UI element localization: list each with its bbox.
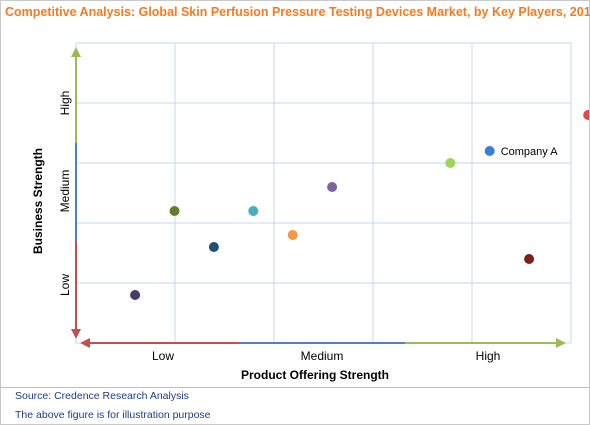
x-tick-label-low: Low xyxy=(152,349,174,363)
data-point-label: Company A xyxy=(501,146,559,158)
data-points: Company A xyxy=(130,110,589,300)
y-axis-title: Business Strength xyxy=(31,148,45,254)
grid xyxy=(76,43,571,343)
data-point-8 xyxy=(484,146,495,156)
data-point-10 xyxy=(583,110,589,120)
y-tick-label-medium: Medium xyxy=(58,170,72,213)
x-axis-title: Product Offering Strength xyxy=(241,368,389,382)
plot-border xyxy=(75,42,572,344)
data-point-9 xyxy=(524,254,535,264)
data-point-2 xyxy=(208,242,219,252)
chart-title: Competitive Analysis: Global Skin Perfus… xyxy=(5,5,590,19)
illustration-note: The above figure is for illustration pur… xyxy=(15,409,211,421)
x-tick-label-high: High xyxy=(476,349,501,363)
data-point-6 xyxy=(327,182,338,192)
data-point-3 xyxy=(169,206,180,216)
data-point-5 xyxy=(287,230,298,240)
chart-area: Low Medium High High Medium Low Product … xyxy=(31,42,589,382)
y-tick-label-low: Low xyxy=(58,274,72,296)
x-tick-label-medium: Medium xyxy=(301,349,344,363)
data-point-7 xyxy=(445,158,456,168)
y-tick-label-high: High xyxy=(58,91,72,116)
data-point-1 xyxy=(130,290,141,300)
data-point-4 xyxy=(248,206,259,216)
footer-divider xyxy=(1,387,589,388)
source-note: Source: Credence Research Analysis xyxy=(15,390,189,402)
